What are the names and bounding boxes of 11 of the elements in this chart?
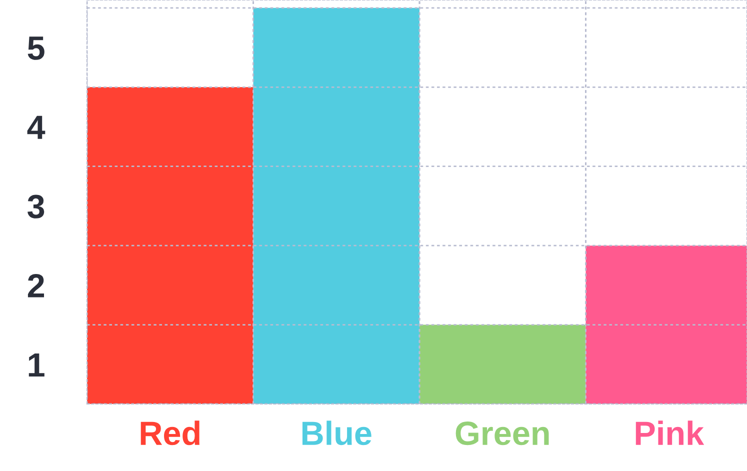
x-tick-label: Pink: [636, 420, 704, 445]
x-tick-label: Green: [456, 422, 549, 446]
y-tick-label: 3: [28, 194, 44, 218]
bar: [253, 8, 420, 404]
bar: [87, 87, 254, 404]
y-tick-label: 4: [27, 116, 46, 139]
y-tick-label: 1: [28, 354, 44, 376]
y-tick-label: 5: [28, 36, 44, 60]
x-tick-label: Red: [140, 420, 200, 446]
y-tick-label: 2: [28, 274, 44, 298]
x-tick-label: Blue: [302, 420, 372, 446]
